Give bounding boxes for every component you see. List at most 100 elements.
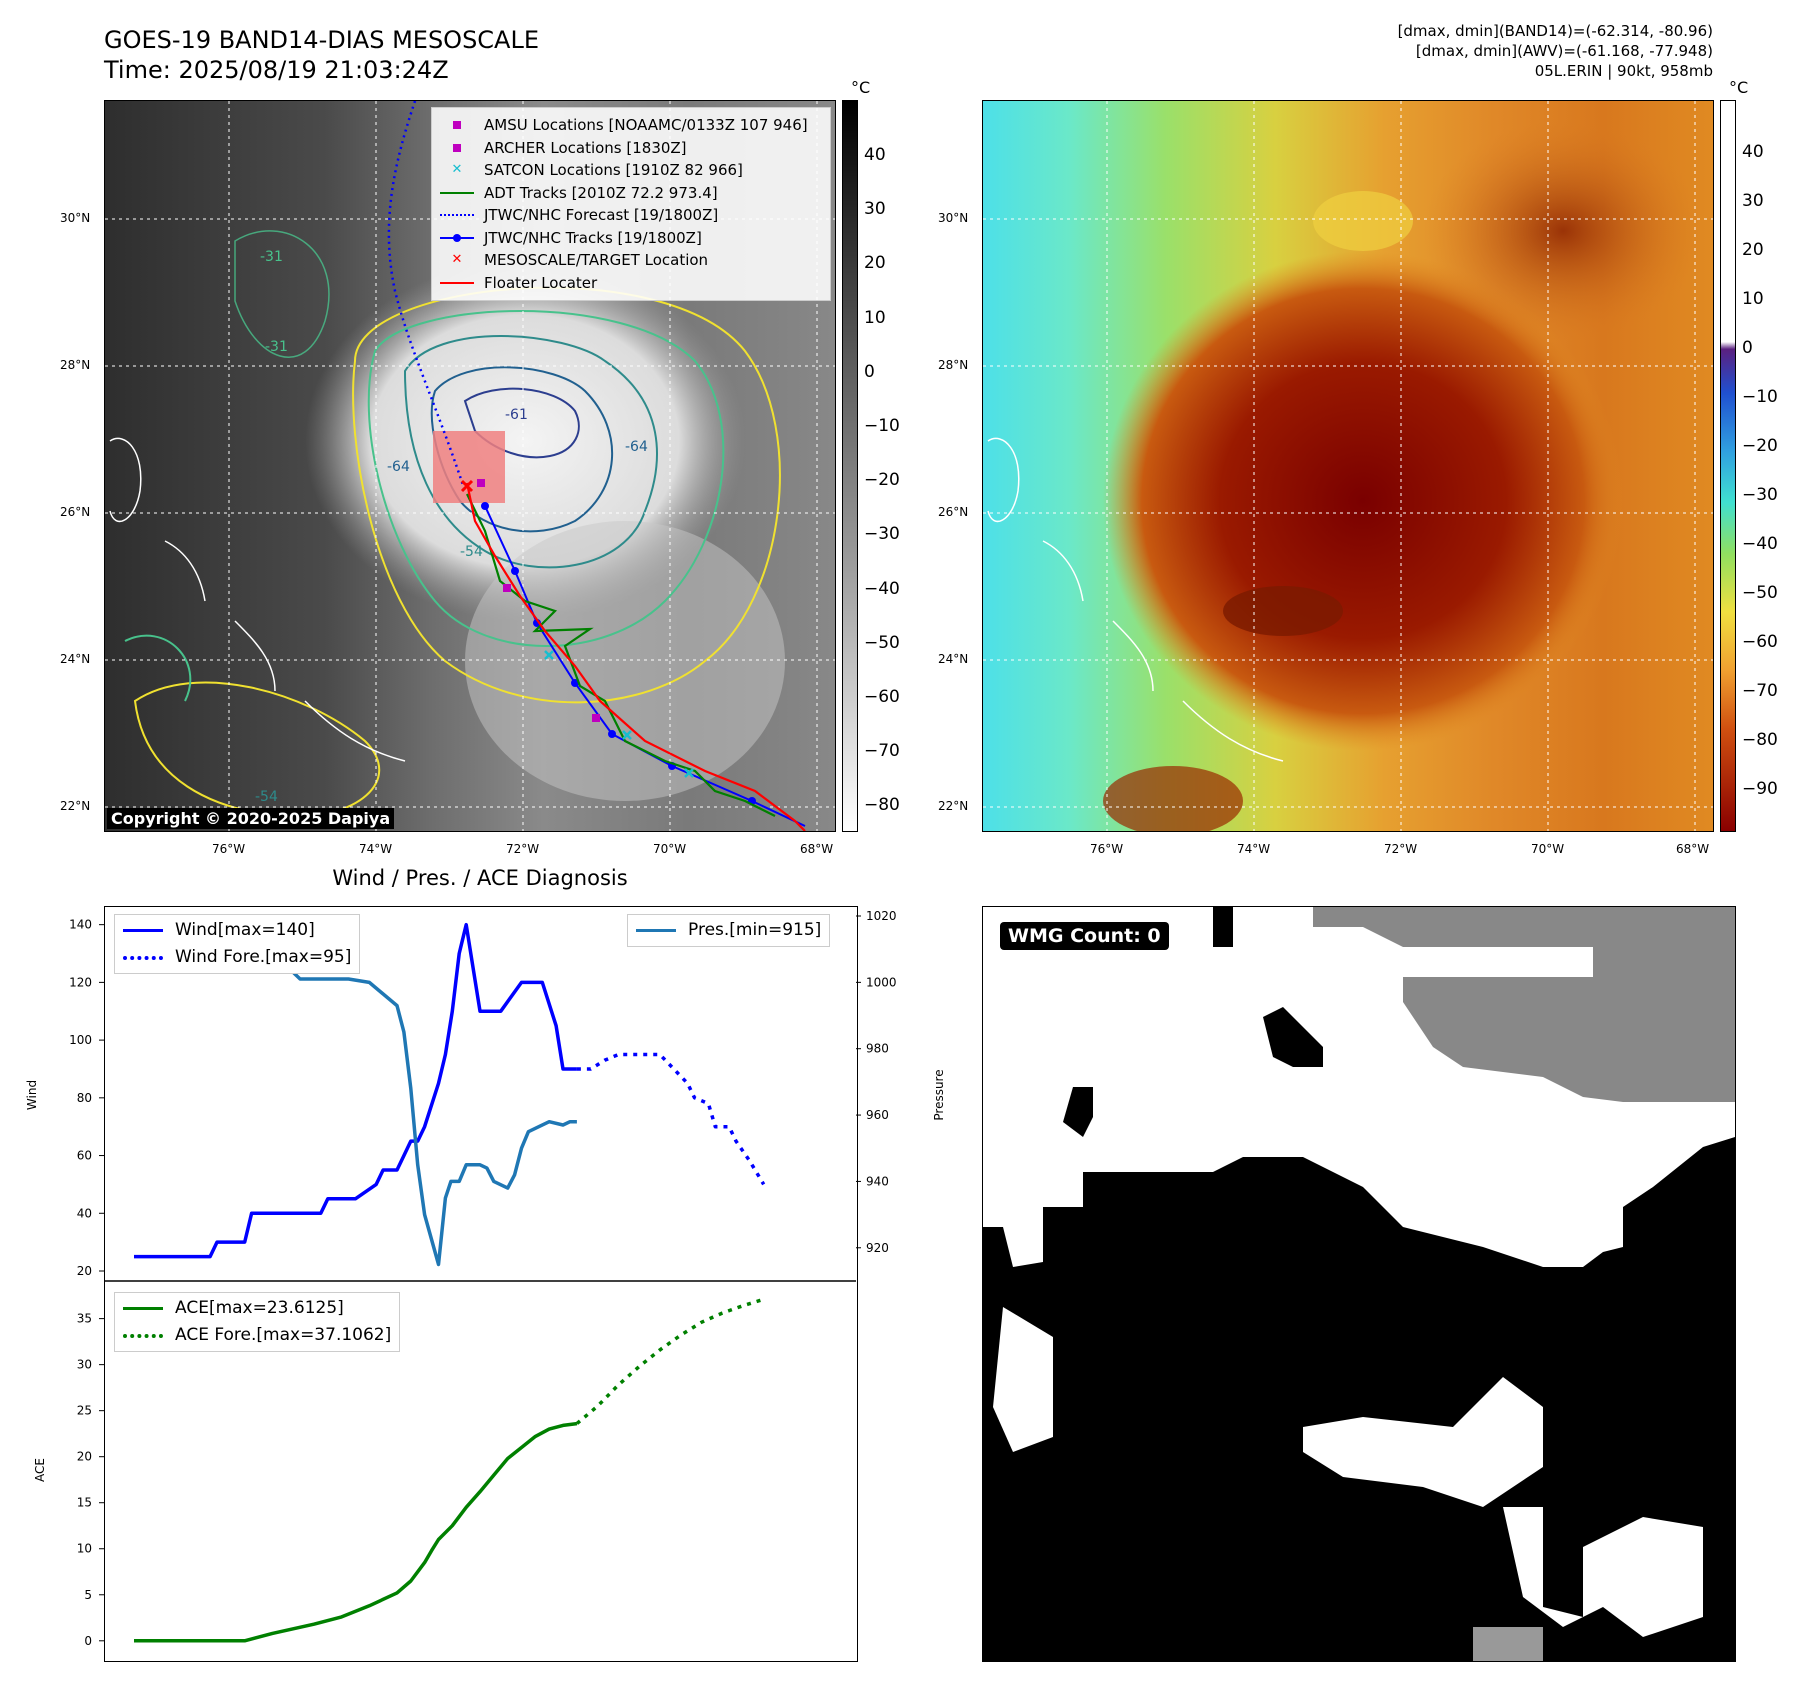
contour-label: -31 (265, 339, 288, 355)
legend-ace-fore: ACE Fore.[max=37.1062] (175, 1325, 392, 1345)
contour-label: -54 (255, 789, 278, 805)
square-marker-icon (440, 118, 474, 132)
wind-tick-label: 40 (77, 1206, 92, 1220)
ace-tick-label: 15 (77, 1496, 92, 1510)
wind-axis-label: Wind (25, 1080, 39, 1110)
colorbar-tick: −40 (864, 578, 900, 599)
band14-colorbar (842, 100, 858, 832)
lat-label: 28°N (938, 358, 969, 372)
lat-label: 26°N (938, 505, 969, 519)
line-icon (440, 186, 474, 200)
contour-label: -54 (460, 544, 483, 560)
diag-panel (104, 906, 858, 1662)
pres-tick-label: 940 (866, 1174, 889, 1188)
lat-label: 30°N (60, 211, 91, 225)
ace-axis-label: ACE (33, 1458, 47, 1482)
pres-tick-label: 980 (866, 1042, 889, 1056)
ace-legend: ACE[max=23.6125] ACE Fore.[max=37.1062] (114, 1292, 401, 1352)
lon-label: 68°W (1676, 842, 1710, 856)
legend-item-satcon: ✕ SATCON Locations [1910Z 82 966] (440, 159, 822, 182)
lat-label: 22°N (60, 799, 91, 813)
ace-tick-label: 20 (77, 1450, 92, 1464)
colorbar-tick: 10 (1742, 289, 1764, 309)
colorbar-tick: −50 (1742, 583, 1778, 603)
colorbar-tick: 0 (1742, 338, 1753, 358)
legend-item-target: ✕ MESOSCALE/TARGET Location (440, 249, 822, 272)
lat-label: 22°N (938, 799, 969, 813)
colorbar-tick: 40 (1742, 142, 1764, 162)
colorbar-tick: 30 (864, 199, 886, 220)
legend-item-archer: ARCHER Locations [1830Z] (440, 137, 822, 160)
colorbar-tick: −50 (864, 632, 900, 653)
wind-tick-label: 60 (77, 1149, 92, 1163)
pres-axis-label: Pressure (932, 1069, 946, 1120)
wind-tick-label: 140 (69, 918, 92, 932)
legend-item-tracks: JTWC/NHC Tracks [19/1800Z] (440, 227, 822, 250)
lon-label: 74°W (1237, 842, 1271, 856)
lon-label: 72°W (506, 842, 540, 856)
wmg-mask (983, 907, 1735, 1661)
pres-legend: Pres.[min=915] (627, 914, 831, 947)
awv-colorbar (1720, 100, 1736, 832)
contour-label: -31 (260, 249, 283, 265)
x-marker-icon: ✕ (451, 162, 463, 178)
wind-legend: Wind[max=140] Wind Fore.[max=95] (114, 914, 361, 974)
colorbar-tick: −60 (1742, 632, 1778, 652)
ace-tick-label: 30 (77, 1358, 92, 1372)
copyright: Copyright © 2020-2025 Dapiya (107, 808, 395, 829)
lon-label: 70°W (1531, 842, 1565, 856)
wind-tick-label: 120 (69, 975, 92, 989)
lat-label: 26°N (60, 505, 91, 519)
dotted-line-icon (440, 208, 474, 222)
ace-tick-label: 5 (84, 1588, 92, 1602)
colorbar-tick: −70 (864, 741, 900, 762)
series-line-1 (576, 1052, 766, 1186)
colorbar-tick: 20 (1742, 240, 1764, 260)
lon-label: 70°W (653, 842, 687, 856)
ace-tick-label: 10 (77, 1542, 92, 1556)
colorbar-tick: −70 (1742, 681, 1778, 701)
title-line2: Time: 2025/08/19 21:03:24Z (104, 56, 449, 84)
series-line-2 (134, 937, 577, 1267)
colorbar-tick: 0 (864, 361, 875, 382)
colorbar-tick: −80 (1742, 730, 1778, 750)
wind-tick-label: 100 (69, 1033, 92, 1047)
colorbar-tick: −30 (1742, 485, 1778, 505)
legend-ace: ACE[max=23.6125] (175, 1298, 344, 1318)
info-line3: 05L.ERIN | 90kt, 958mb (1534, 62, 1713, 80)
lat-label: 24°N (60, 652, 91, 666)
ace-tick-label: 0 (84, 1634, 92, 1648)
colorbar-unit: °C (1729, 78, 1749, 97)
colorbar-tick: −80 (864, 795, 900, 816)
info-line2: [dmax, dmin](AWV)=(-61.168, -77.948) (1415, 42, 1713, 60)
colorbar-unit: °C (851, 78, 871, 97)
wind-tick-label: 80 (77, 1091, 92, 1105)
pres-tick-label: 960 (866, 1108, 889, 1122)
ace-tick-label: 35 (77, 1312, 92, 1326)
lat-label: 24°N (938, 652, 969, 666)
colorbar-tick: 30 (1742, 191, 1764, 211)
square-marker-icon (440, 141, 474, 155)
info-line1: [dmax, dmin](BAND14)=(-62.314, -80.96) (1397, 22, 1713, 40)
colorbar-tick: −10 (1742, 387, 1778, 407)
colorbar-tick: 10 (864, 307, 886, 328)
pres-tick-label: 920 (866, 1241, 889, 1255)
lat-label: 30°N (938, 211, 969, 225)
diag-title: Wind / Pres. / ACE Diagnosis (332, 866, 628, 890)
legend-item-forecast: JTWC/NHC Forecast [19/1800Z] (440, 204, 822, 227)
colorbar-tick: −20 (1742, 436, 1778, 456)
line-icon (440, 276, 474, 290)
awv-overlay (983, 101, 1713, 831)
colorbar-tick: −60 (864, 687, 900, 707)
wmg-panel (982, 906, 1736, 1662)
colorbar-tick: −10 (864, 416, 900, 436)
contour-label: -61 (505, 407, 528, 423)
x-marker-icon: ✕ (451, 252, 463, 268)
legend-wind-fore: Wind Fore.[max=95] (175, 947, 352, 967)
map-legend: AMSU Locations [NOAAMC/0133Z 107 946] AR… (431, 107, 831, 301)
colorbar-tick: −30 (864, 524, 900, 545)
legend-item-floater: Floater Locater (440, 272, 822, 295)
series-line-3 (134, 1421, 578, 1643)
legend-wind: Wind[max=140] (175, 920, 315, 940)
lat-label: 28°N (60, 358, 91, 372)
